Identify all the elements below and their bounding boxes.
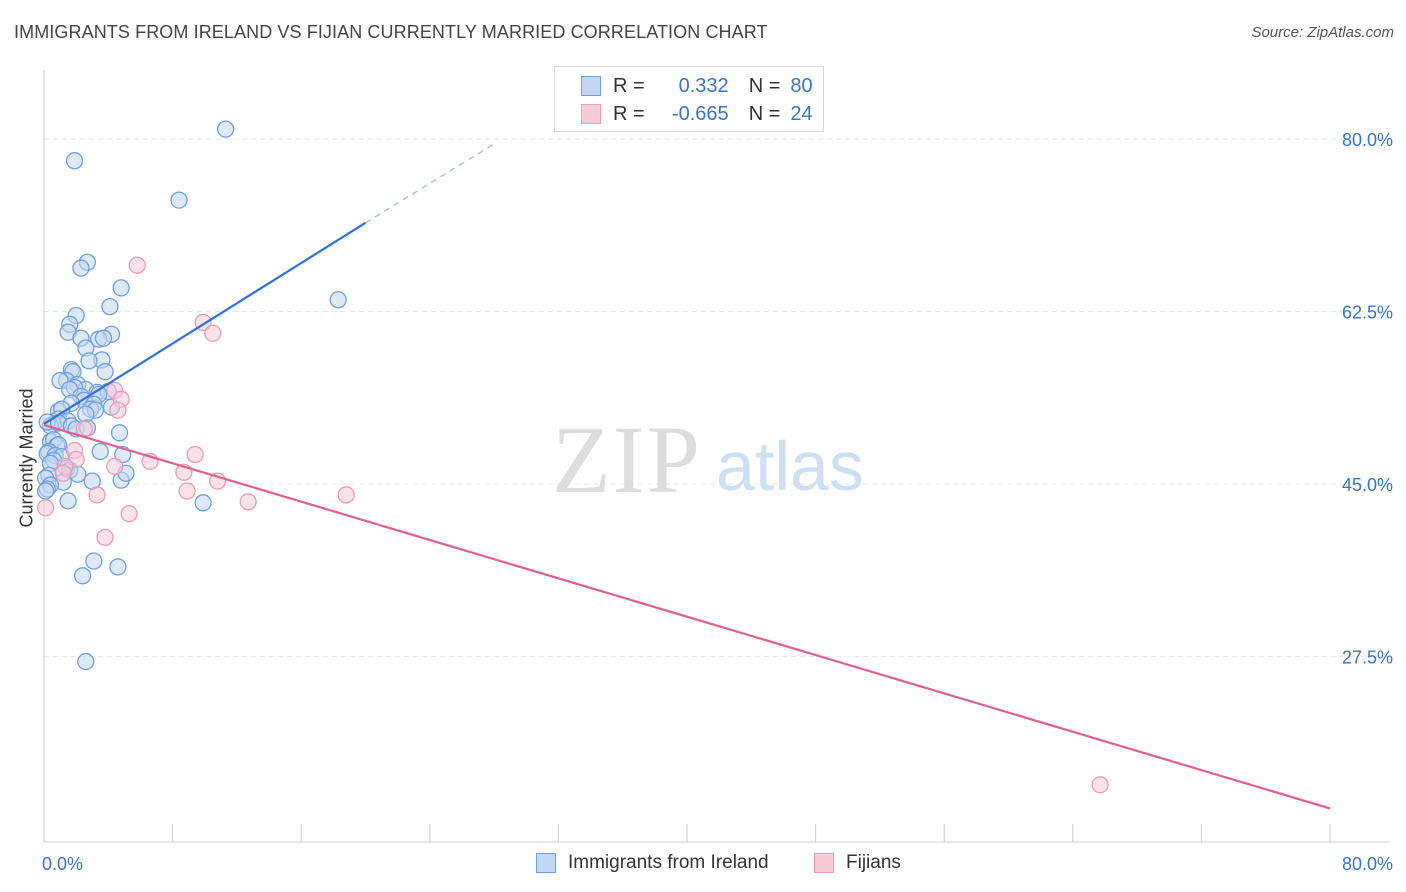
ireland-trend-extension <box>365 143 495 224</box>
ireland-point <box>77 652 95 671</box>
series-fijians-points <box>36 256 1109 794</box>
fijian-point <box>36 499 55 517</box>
y-tick-label: 62.5% <box>1342 303 1393 323</box>
legend-label-fijians: Fijians <box>846 852 901 873</box>
ireland-point <box>194 494 212 512</box>
fijian-point <box>128 256 146 274</box>
ireland-point <box>216 120 235 138</box>
fijians-trend-line <box>43 423 1331 810</box>
legend-swatch-fijians <box>581 104 601 124</box>
ireland-point <box>94 329 113 347</box>
ireland-point <box>101 297 119 316</box>
legend-item-fijians[interactable]: Fijians <box>814 852 901 874</box>
n-value: 80 <box>790 74 813 97</box>
ireland-point <box>73 567 92 585</box>
ireland-point <box>72 259 90 277</box>
ireland-point <box>329 291 347 309</box>
ireland-trend-line <box>43 221 367 425</box>
x-tick-label-max: 80.0% <box>1342 854 1393 874</box>
r-label: R = <box>613 102 645 125</box>
y-tick-label: 80.0% <box>1342 130 1393 150</box>
fijian-point <box>106 457 124 476</box>
fijian-point <box>337 486 355 504</box>
legend-row-fijians: R = -0.665 N = 24 <box>555 99 813 129</box>
watermark: ZIP atlas <box>552 406 864 513</box>
r-label: R = <box>613 74 645 97</box>
chart-title: IMMIGRANTS FROM IRELAND VS FIJIAN CURREN… <box>14 22 768 42</box>
ireland-point <box>65 152 84 170</box>
ireland-point <box>109 558 127 576</box>
gridlines <box>44 138 1390 658</box>
ireland-point <box>80 352 98 370</box>
fijian-point <box>96 528 114 546</box>
ireland-point <box>112 279 130 297</box>
ireland-point <box>110 424 129 442</box>
source-label: Source: ZipAtlas.com <box>1251 24 1394 41</box>
series-ireland-points <box>36 120 347 671</box>
n-label: N = <box>748 74 781 97</box>
legend-item-ireland[interactable]: Immigrants from Ireland <box>536 852 769 874</box>
fijian-point <box>178 482 196 500</box>
r-value: -0.665 <box>671 102 729 125</box>
fijian-point <box>109 401 127 419</box>
ireland-point <box>85 552 103 570</box>
n-value: 24 <box>790 102 813 125</box>
trend-lines <box>43 143 1331 810</box>
correlation-legend: R = 0.332 N = 80 R = -0.665 N = 24 <box>554 66 824 132</box>
legend-row-ireland: R = 0.332 N = 80 <box>555 71 813 101</box>
y-tick-label: 45.0% <box>1342 475 1393 495</box>
r-value: 0.332 <box>678 74 729 97</box>
fijian-point <box>204 324 222 342</box>
y-tick-label: 27.5% <box>1342 648 1393 668</box>
legend-label-ireland: Immigrants from Ireland <box>568 852 769 873</box>
fijian-point <box>186 445 204 464</box>
ireland-point <box>96 363 114 381</box>
fijian-point <box>239 493 257 511</box>
watermark-zip: ZIP <box>552 406 702 513</box>
legend-swatch-ireland <box>581 76 601 96</box>
ireland-point <box>170 191 188 209</box>
ireland-point <box>91 442 109 461</box>
x-tick-label-min: 0.0% <box>42 854 83 874</box>
legend-swatch-fijians <box>814 853 834 873</box>
legend-swatch-ireland <box>536 853 556 873</box>
fijian-point <box>120 505 138 523</box>
tick-labels: 27.5% 45.0% 62.5% 80.0% 0.0% 80.0% <box>42 130 1393 874</box>
fijian-point <box>54 464 72 482</box>
fijian-point <box>88 486 106 504</box>
y-axis-label: Currently Married <box>16 388 37 528</box>
watermark-atlas: atlas <box>716 427 864 505</box>
ireland-point <box>36 482 55 500</box>
n-label: N = <box>748 102 781 125</box>
fijian-point <box>1091 776 1109 794</box>
ireland-point <box>59 492 77 510</box>
